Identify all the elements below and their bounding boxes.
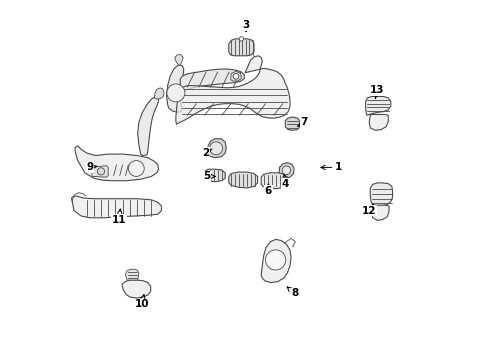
Text: 4: 4: [282, 175, 289, 189]
Circle shape: [233, 73, 239, 79]
Polygon shape: [154, 88, 164, 99]
Polygon shape: [122, 280, 151, 298]
Text: 12: 12: [362, 204, 376, 216]
Polygon shape: [261, 173, 288, 189]
Polygon shape: [138, 96, 159, 156]
Polygon shape: [180, 69, 245, 91]
Text: 1: 1: [321, 162, 342, 172]
Polygon shape: [167, 65, 184, 112]
Polygon shape: [125, 269, 139, 280]
Polygon shape: [207, 139, 226, 158]
Polygon shape: [285, 117, 300, 130]
Polygon shape: [75, 146, 159, 181]
Circle shape: [98, 168, 104, 175]
Text: 2: 2: [202, 148, 212, 158]
Polygon shape: [366, 96, 391, 115]
Polygon shape: [92, 166, 108, 177]
Text: 7: 7: [297, 117, 308, 127]
Circle shape: [239, 37, 244, 41]
Circle shape: [167, 84, 185, 102]
Text: 13: 13: [370, 85, 385, 98]
Polygon shape: [369, 114, 388, 130]
Text: 8: 8: [287, 287, 298, 298]
Polygon shape: [72, 196, 162, 218]
Text: 3: 3: [243, 20, 250, 31]
Polygon shape: [229, 39, 254, 56]
Circle shape: [266, 250, 286, 270]
Text: 10: 10: [134, 294, 149, 309]
Polygon shape: [279, 163, 294, 178]
Polygon shape: [175, 55, 183, 66]
Circle shape: [282, 166, 291, 175]
Text: 9: 9: [87, 162, 97, 172]
Circle shape: [210, 142, 222, 155]
Text: 6: 6: [265, 184, 272, 196]
Polygon shape: [176, 56, 290, 124]
Polygon shape: [372, 205, 389, 220]
Polygon shape: [229, 172, 258, 188]
Circle shape: [128, 161, 144, 176]
Polygon shape: [231, 71, 242, 81]
Polygon shape: [261, 239, 291, 283]
Polygon shape: [370, 183, 392, 206]
Text: 11: 11: [112, 209, 126, 225]
Text: 5: 5: [203, 171, 215, 181]
Polygon shape: [204, 169, 225, 182]
